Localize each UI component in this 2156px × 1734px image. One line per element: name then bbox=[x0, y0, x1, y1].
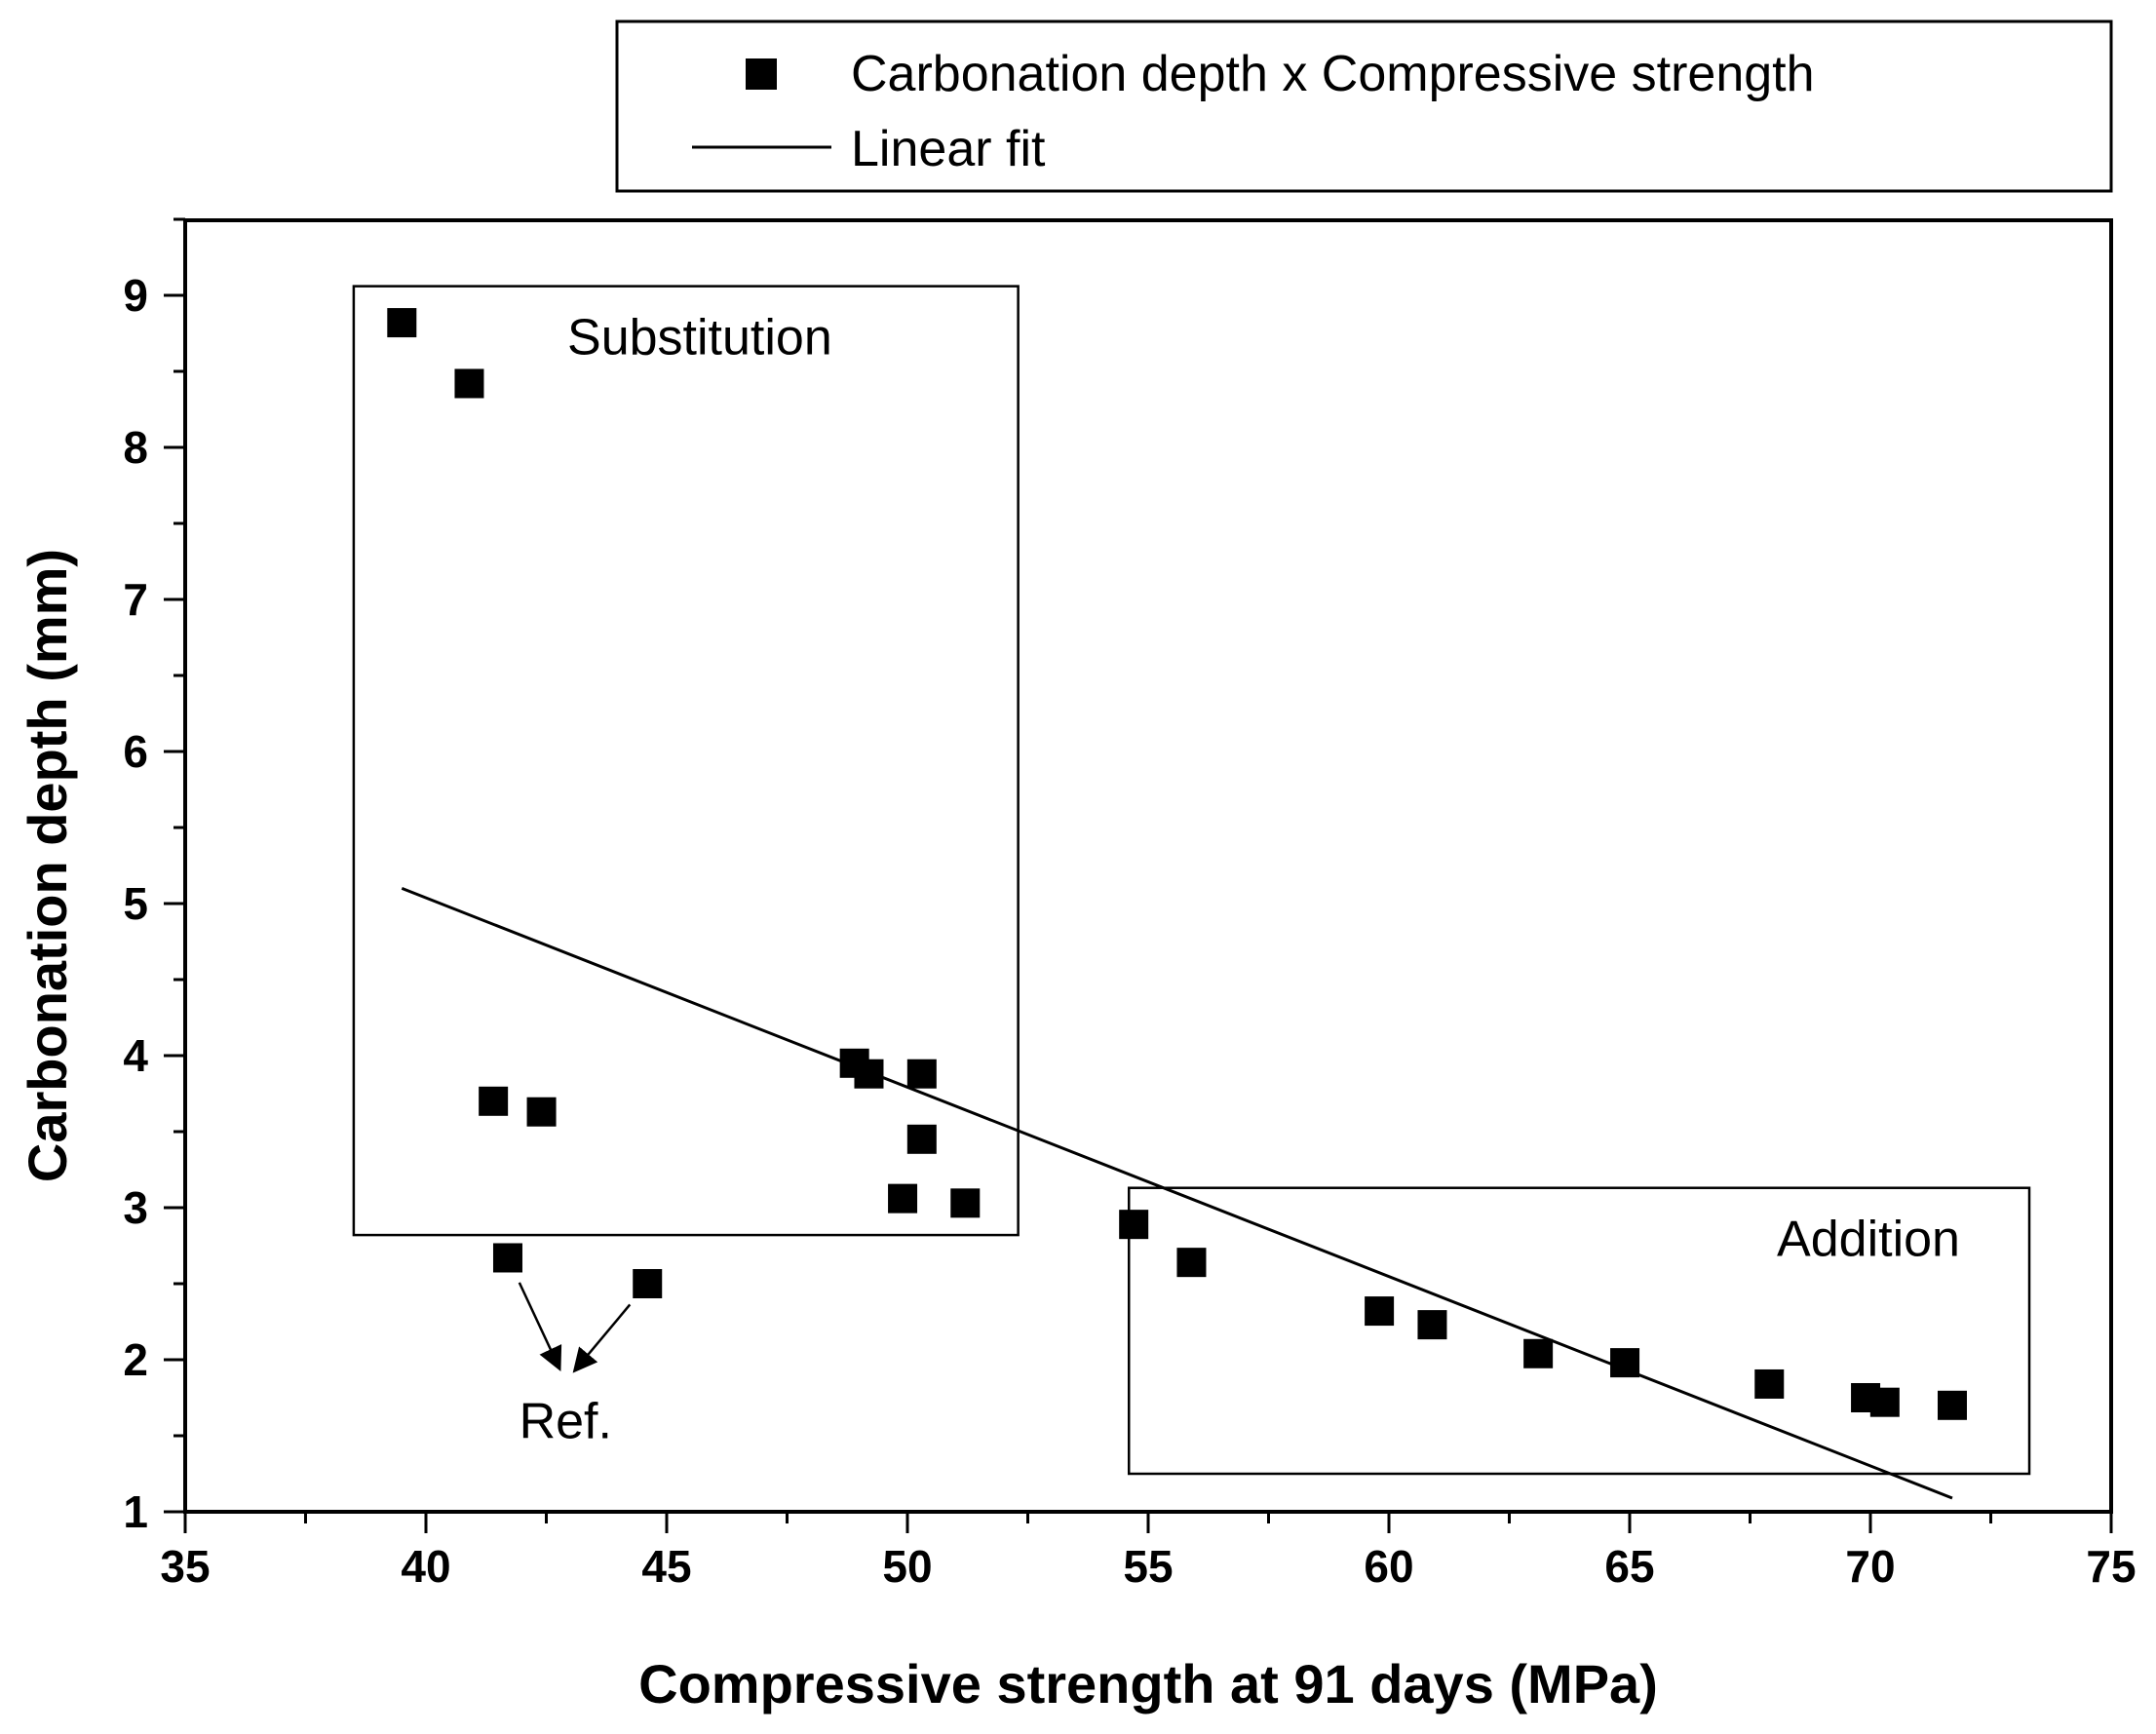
data-point bbox=[633, 1269, 663, 1298]
data-point bbox=[454, 368, 484, 399]
legend-box bbox=[615, 19, 2113, 193]
linear-fit-layer bbox=[401, 887, 1953, 1500]
data-point bbox=[1119, 1210, 1149, 1240]
x-tick-label: 70 bbox=[1845, 1541, 1895, 1592]
y-tick-label: 9 bbox=[123, 270, 148, 321]
y-tick-label: 7 bbox=[123, 574, 148, 625]
data-point bbox=[479, 1086, 509, 1116]
data-point bbox=[888, 1183, 918, 1214]
data-points bbox=[387, 308, 1967, 1420]
x-tick-label: 75 bbox=[2086, 1541, 2136, 1592]
data-point bbox=[1365, 1296, 1395, 1327]
data-point bbox=[1937, 1390, 1967, 1420]
data-point bbox=[906, 1059, 937, 1089]
annotation-arrow bbox=[518, 1282, 562, 1371]
data-point bbox=[950, 1188, 981, 1218]
data-point bbox=[906, 1124, 937, 1154]
y-tick-label: 4 bbox=[123, 1030, 148, 1081]
data-point bbox=[1523, 1338, 1554, 1368]
y-tick-label: 1 bbox=[123, 1486, 148, 1537]
data-point bbox=[1176, 1248, 1207, 1278]
x-tick-label: 45 bbox=[641, 1541, 691, 1592]
x-tick-label: 50 bbox=[882, 1541, 932, 1592]
legend-label-line: Linear fit bbox=[851, 121, 1046, 177]
data-point bbox=[1417, 1310, 1447, 1340]
y-axis-title: Carbonation depth (mm) bbox=[17, 549, 78, 1182]
legend-label-scatter: Carbonation depth x Compressive strength bbox=[851, 46, 1815, 102]
legend: Carbonation depth x Compressive strength… bbox=[615, 19, 2113, 193]
legend-marker-scatter bbox=[746, 58, 777, 90]
annotation-label: Substitution bbox=[567, 310, 832, 366]
annotation-label: Ref. bbox=[520, 1393, 612, 1449]
data-point bbox=[1610, 1348, 1640, 1378]
y-tick-label: 3 bbox=[123, 1182, 148, 1233]
x-tick-label: 35 bbox=[160, 1541, 210, 1592]
x-tick-label: 40 bbox=[401, 1541, 450, 1592]
annotations: Substitution Addition Ref. bbox=[352, 285, 2031, 1476]
annotation-label: Addition bbox=[1777, 1212, 1960, 1268]
data-point bbox=[387, 308, 417, 338]
plot-area bbox=[183, 218, 2113, 1514]
x-tick-label: 55 bbox=[1123, 1541, 1173, 1592]
x-tick-label: 60 bbox=[1364, 1541, 1413, 1592]
x-axis: 35 40 45 50 55 60 65 70 75 bbox=[160, 1512, 2137, 1592]
data-point bbox=[1869, 1387, 1900, 1417]
data-point bbox=[492, 1243, 522, 1273]
data-point bbox=[526, 1097, 557, 1127]
y-tick-label: 6 bbox=[123, 726, 148, 777]
data-point bbox=[854, 1059, 884, 1089]
linear-fit-line bbox=[401, 887, 1953, 1500]
annotation-box bbox=[352, 285, 1020, 1237]
x-tick-label: 65 bbox=[1604, 1541, 1654, 1592]
x-axis-title: Compressive strength at 91 days (MPa) bbox=[638, 1653, 1658, 1715]
data-point bbox=[1754, 1368, 1785, 1399]
y-axis: 1 2 3 4 5 6 7 8 9 bbox=[123, 217, 185, 1537]
y-tick-label: 8 bbox=[123, 422, 148, 473]
annotation-arrow bbox=[572, 1303, 632, 1373]
y-tick-label: 2 bbox=[123, 1334, 148, 1385]
annotation-box bbox=[1127, 1186, 2031, 1476]
y-tick-label: 5 bbox=[123, 878, 148, 929]
